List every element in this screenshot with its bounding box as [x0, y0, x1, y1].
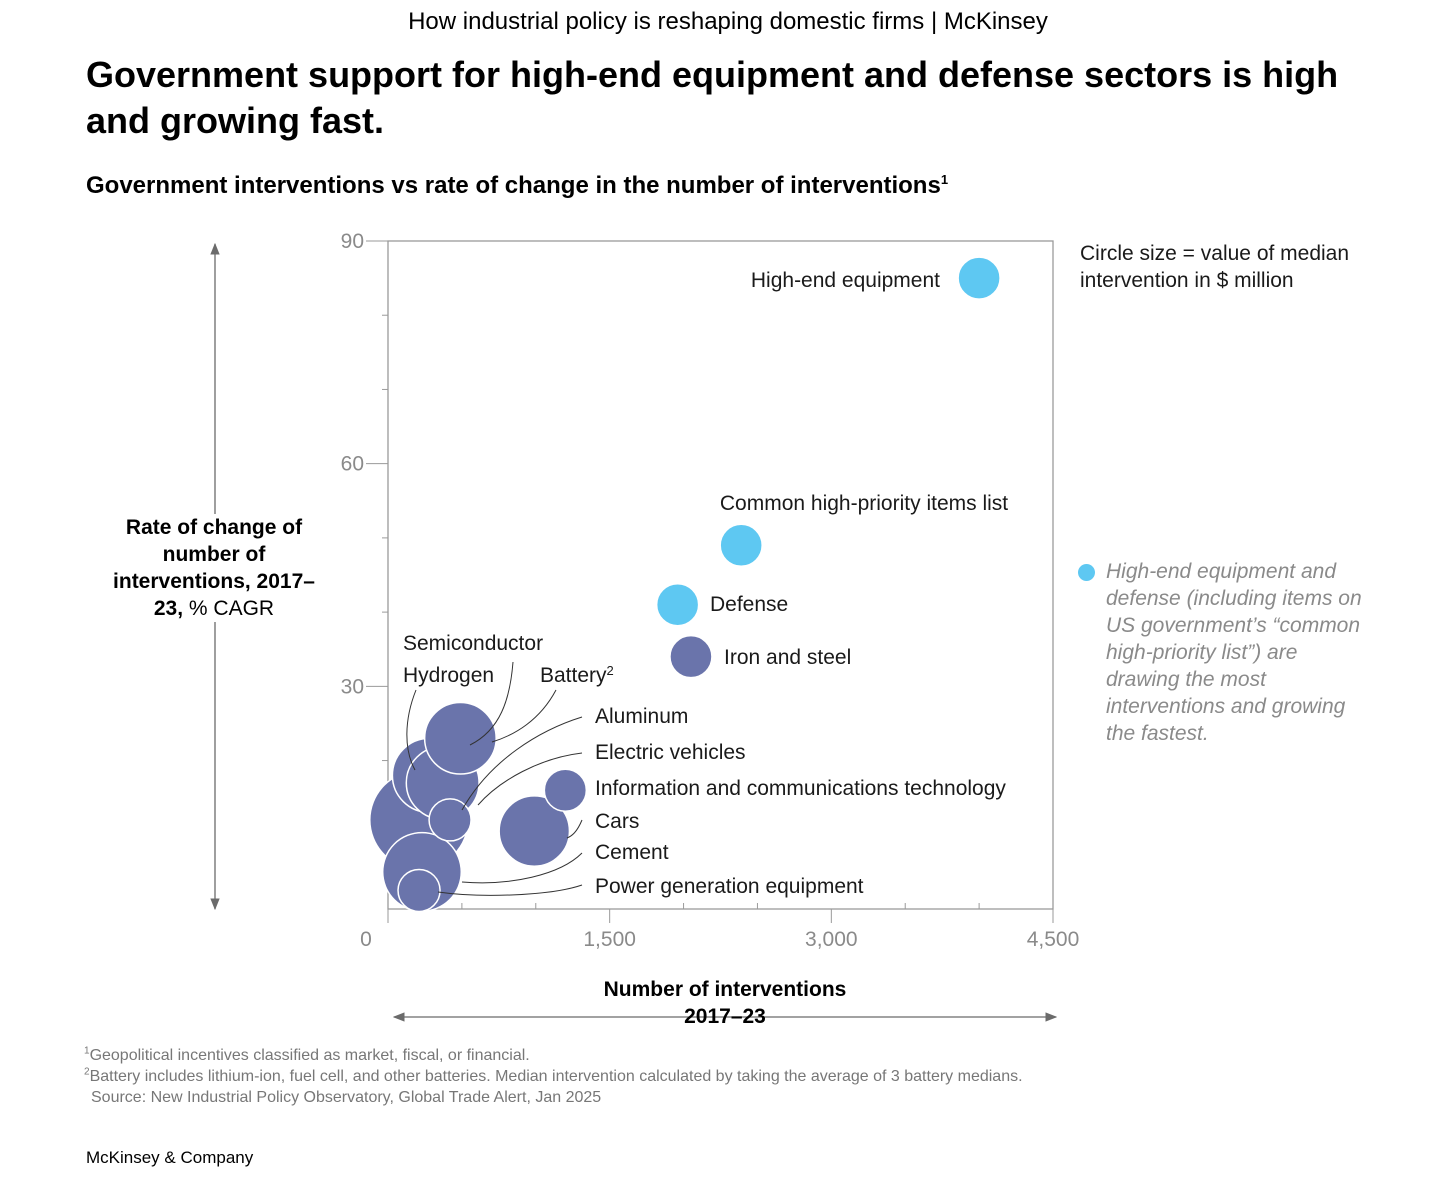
x-axis-label-line1: Number of interventions [603, 978, 847, 1001]
bubble-high-end-equipment [957, 256, 1001, 300]
data-label: Iron and steel [724, 646, 851, 669]
data-label: Cars [595, 810, 639, 833]
x-tick-label: 3,000 [805, 928, 858, 951]
leader-line [477, 752, 583, 806]
leader-line [566, 819, 583, 839]
x-tick-label: 1,500 [583, 928, 636, 951]
article-header: How industrial policy is reshaping domes… [408, 8, 1048, 35]
footnote-2-text: Battery includes lithium-ion, fuel cell,… [89, 1068, 1023, 1085]
bubble-information-and-communications-technology [543, 768, 588, 812]
chart-subtitle-footnote-mark: 1 [940, 172, 949, 187]
source-note: Source: New Industrial Policy Observator… [91, 1089, 602, 1106]
leader-line [461, 716, 583, 811]
brand-logo-text: McKinsey & Company [86, 1148, 254, 1167]
footnote-1-mark: 1 [84, 1045, 90, 1057]
y-axis-label-unit: % CAGR [188, 597, 275, 620]
leader-line [406, 689, 417, 771]
y-tick-label: 60 [341, 453, 364, 476]
bubble-power-generation-equipment [397, 868, 441, 913]
data-label: Hydrogen [403, 664, 494, 687]
legend-text: High-end equipment and defense (includin… [1106, 560, 1362, 745]
data-label-footnote-mark: 2 [607, 663, 614, 678]
footnotes: 1Geopolitical incentives classified as m… [84, 1045, 1284, 1108]
data-label: Defense [710, 593, 788, 616]
bubble-common-high-priority-items-list [719, 523, 763, 568]
data-label: Power generation equipment [595, 875, 864, 898]
data-label: Battery2 [540, 663, 614, 688]
y-axis-label-bold: Rate of change of number of intervention… [113, 516, 315, 620]
data-label: High-end equipment [751, 269, 940, 292]
bubble-semiconductor [423, 701, 497, 775]
leader-line [437, 884, 583, 896]
footnote-2-mark: 2 [84, 1066, 90, 1078]
y-tick-label: 90 [341, 230, 364, 253]
y-axis-label: Rate of change of number of intervention… [108, 514, 320, 622]
footnote-2: 2Battery includes lithium-ion, fuel cell… [84, 1066, 1284, 1087]
leader-line [461, 852, 583, 884]
data-label: Semiconductor [403, 632, 543, 655]
x-tick-label: 0 [360, 928, 372, 951]
chart-subtitle-text: Government interventions vs rate of chan… [86, 172, 941, 199]
circle-size-note: Circle size = value of median interventi… [1080, 242, 1350, 292]
chart-subtitle: Government interventions vs rate of chan… [86, 172, 948, 200]
bubble-defense [655, 582, 700, 627]
plot-frame [387, 240, 1054, 910]
bubble-aluminum [428, 798, 472, 842]
x-axis-label-line2: 2017–23 [684, 1005, 766, 1028]
footnote-1: 1Geopolitical incentives classified as m… [84, 1045, 1284, 1066]
x-tick-label: 4,500 [1027, 928, 1080, 951]
data-label: Common high-priority items list [720, 492, 1008, 515]
bubble-cars [498, 795, 571, 867]
x-axis-label: Number of interventions 2017–23 [560, 976, 890, 1030]
data-label: Aluminum [595, 705, 688, 728]
bubble-iron-and-steel [669, 634, 713, 679]
data-label: Electric vehicles [595, 741, 746, 764]
y-tick-label: 30 [341, 675, 364, 698]
legend-dot [1078, 564, 1095, 581]
leader-line [491, 689, 557, 743]
data-label: Information and communications technolog… [595, 777, 1006, 800]
leader-line [469, 661, 514, 746]
footnote-1-text: Geopolitical incentives classified as ma… [89, 1047, 530, 1064]
data-label: Cement [595, 841, 669, 864]
headline: Government support for high-end equipmen… [86, 54, 1339, 141]
